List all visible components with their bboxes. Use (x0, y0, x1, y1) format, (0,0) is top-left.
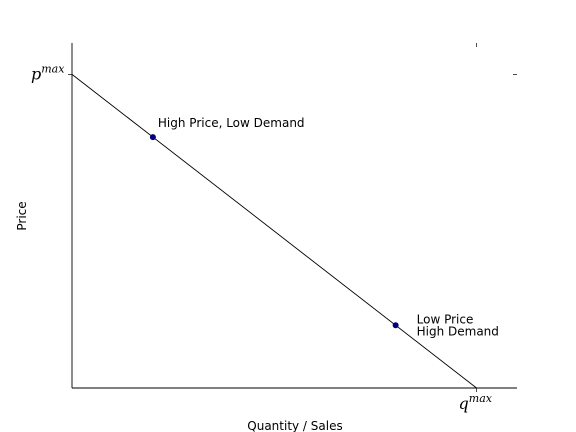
y-axis-label: Price (15, 201, 29, 230)
data-point-2 (392, 322, 399, 329)
y-tick-label: pmax (31, 62, 65, 83)
x-axis-label: Quantity / Sales (247, 419, 342, 432)
tick-labels: qmax pmax (31, 62, 493, 413)
data-point-1 (149, 134, 156, 141)
axis-ticks (68, 43, 517, 392)
point-annotation-1: High Price, Low Demand (158, 116, 305, 130)
x-tick-label: qmax (459, 392, 493, 413)
axes-spines (71, 43, 517, 389)
demand-line (71, 74, 477, 389)
point-annotations: High Price, Low Demand Low Price High Dema… (158, 116, 499, 338)
plot-area (71, 74, 477, 389)
point-annotation-2: Low Price High Demand (417, 312, 499, 338)
